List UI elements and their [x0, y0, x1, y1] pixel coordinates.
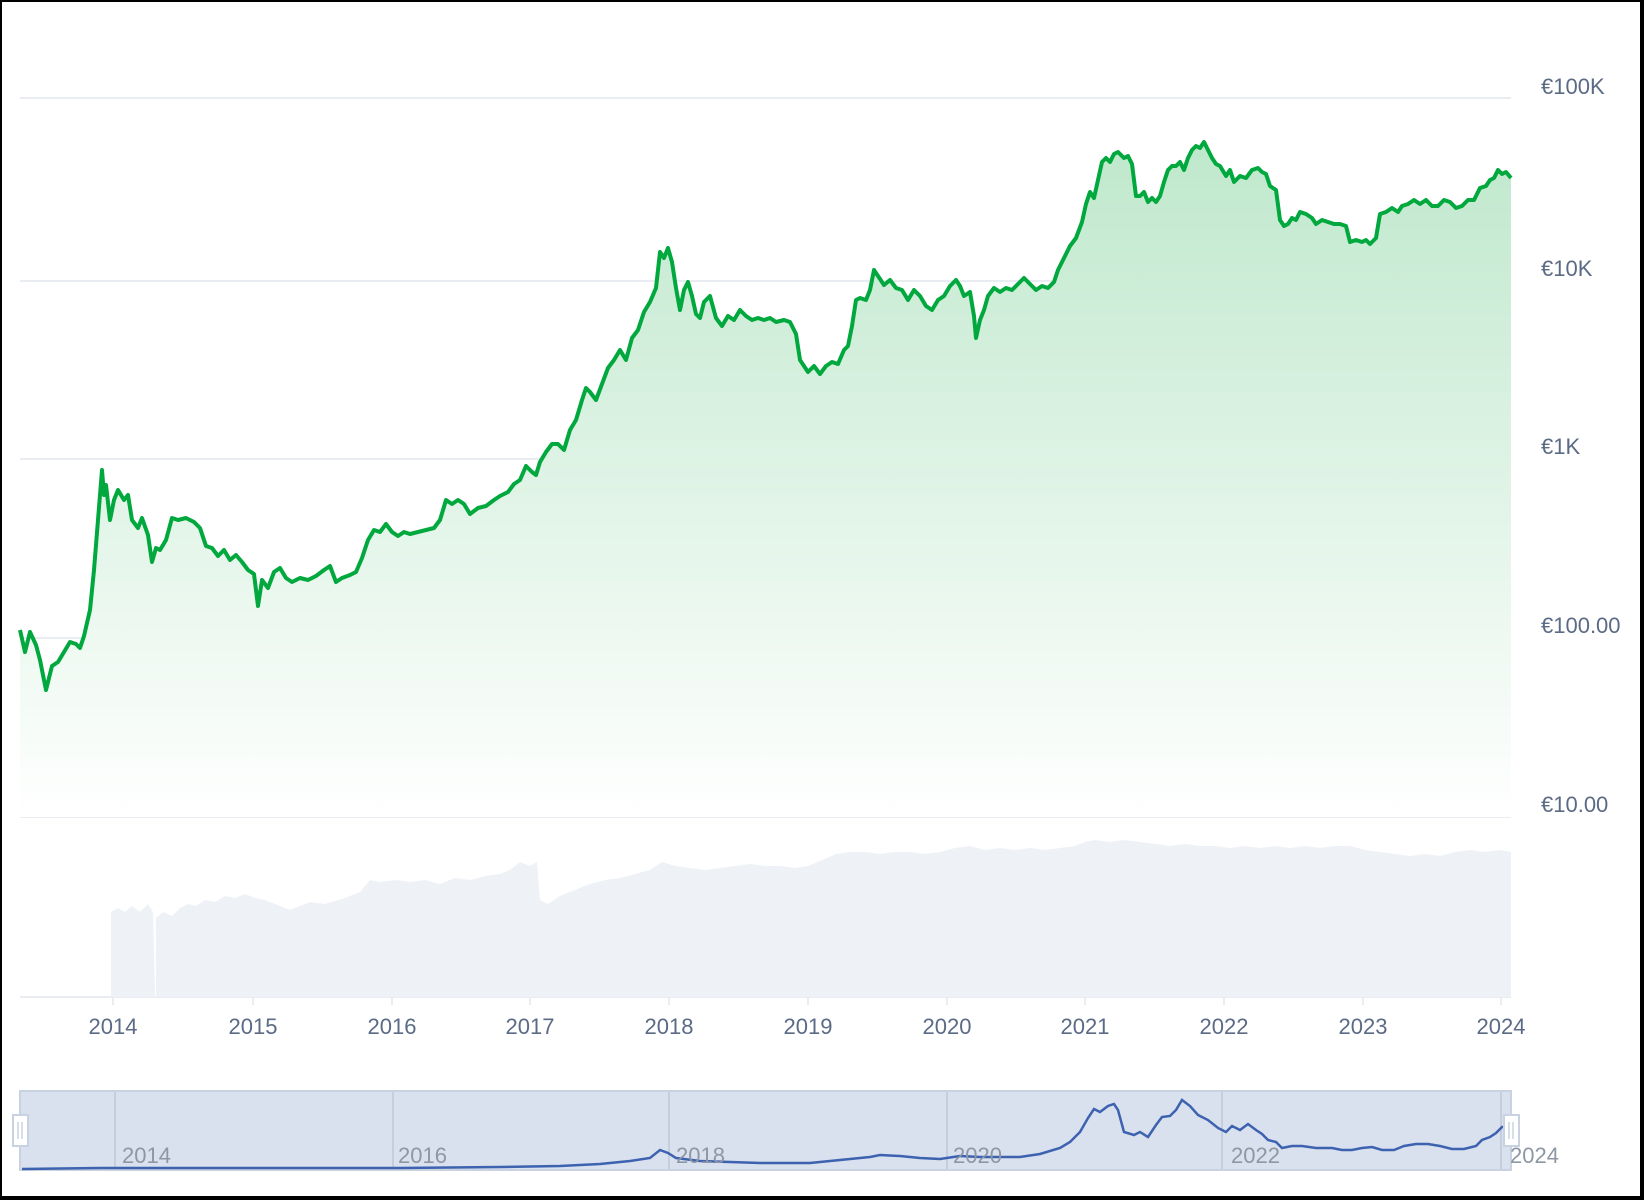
x-axis-label-2014: 2014	[88, 1014, 138, 1039]
y-axis-label-100: €100.00	[1541, 613, 1621, 638]
x-axis-label-2022: 2022	[1199, 1014, 1249, 1039]
navigator-label-2024: 2024	[1510, 1143, 1559, 1168]
x-axis-ticks	[112, 997, 1502, 1005]
x-axis-label-2018: 2018	[644, 1014, 694, 1039]
y-axis-label-10: €10.00	[1541, 792, 1609, 817]
price-line[interactable]	[18, 140, 1513, 692]
x-axis-label-2020: 2020	[922, 1014, 972, 1039]
navigator-left-handle[interactable]	[12, 1114, 29, 1147]
navigator-label-2022: 2022	[1231, 1143, 1280, 1168]
navigator-right-handle[interactable]	[1503, 1114, 1520, 1147]
x-axis-label-2017: 2017	[505, 1014, 555, 1039]
range-navigator[interactable]	[12, 1090, 1520, 1171]
navigator-series-line	[21, 1098, 1510, 1171]
navigator-label-2016: 2016	[398, 1143, 447, 1168]
navigator-label-2020: 2020	[953, 1143, 1002, 1168]
volume-area	[111, 840, 1511, 997]
navigator-label-2014: 2014	[122, 1143, 171, 1168]
x-axis-label-2023: 2023	[1338, 1014, 1388, 1039]
navigator-label-2018: 2018	[676, 1143, 725, 1168]
x-axis-label-2021: 2021	[1060, 1014, 1110, 1039]
y-axis-label-10k: €10K	[1541, 256, 1593, 281]
navigator-selected-range[interactable]	[19, 1090, 1512, 1171]
x-axis-label-2016: 2016	[367, 1014, 417, 1039]
navigator-year-dividers	[114, 1092, 1502, 1169]
y-axis-label-1k: €1K	[1541, 434, 1581, 459]
price-area-fill	[20, 142, 1511, 817]
x-axis-label-2024: 2024	[1476, 1014, 1526, 1039]
x-axis-label-2019: 2019	[783, 1014, 833, 1039]
x-axis-label-2015: 2015	[228, 1014, 278, 1039]
y-axis-label-100k: €100K	[1541, 74, 1605, 99]
